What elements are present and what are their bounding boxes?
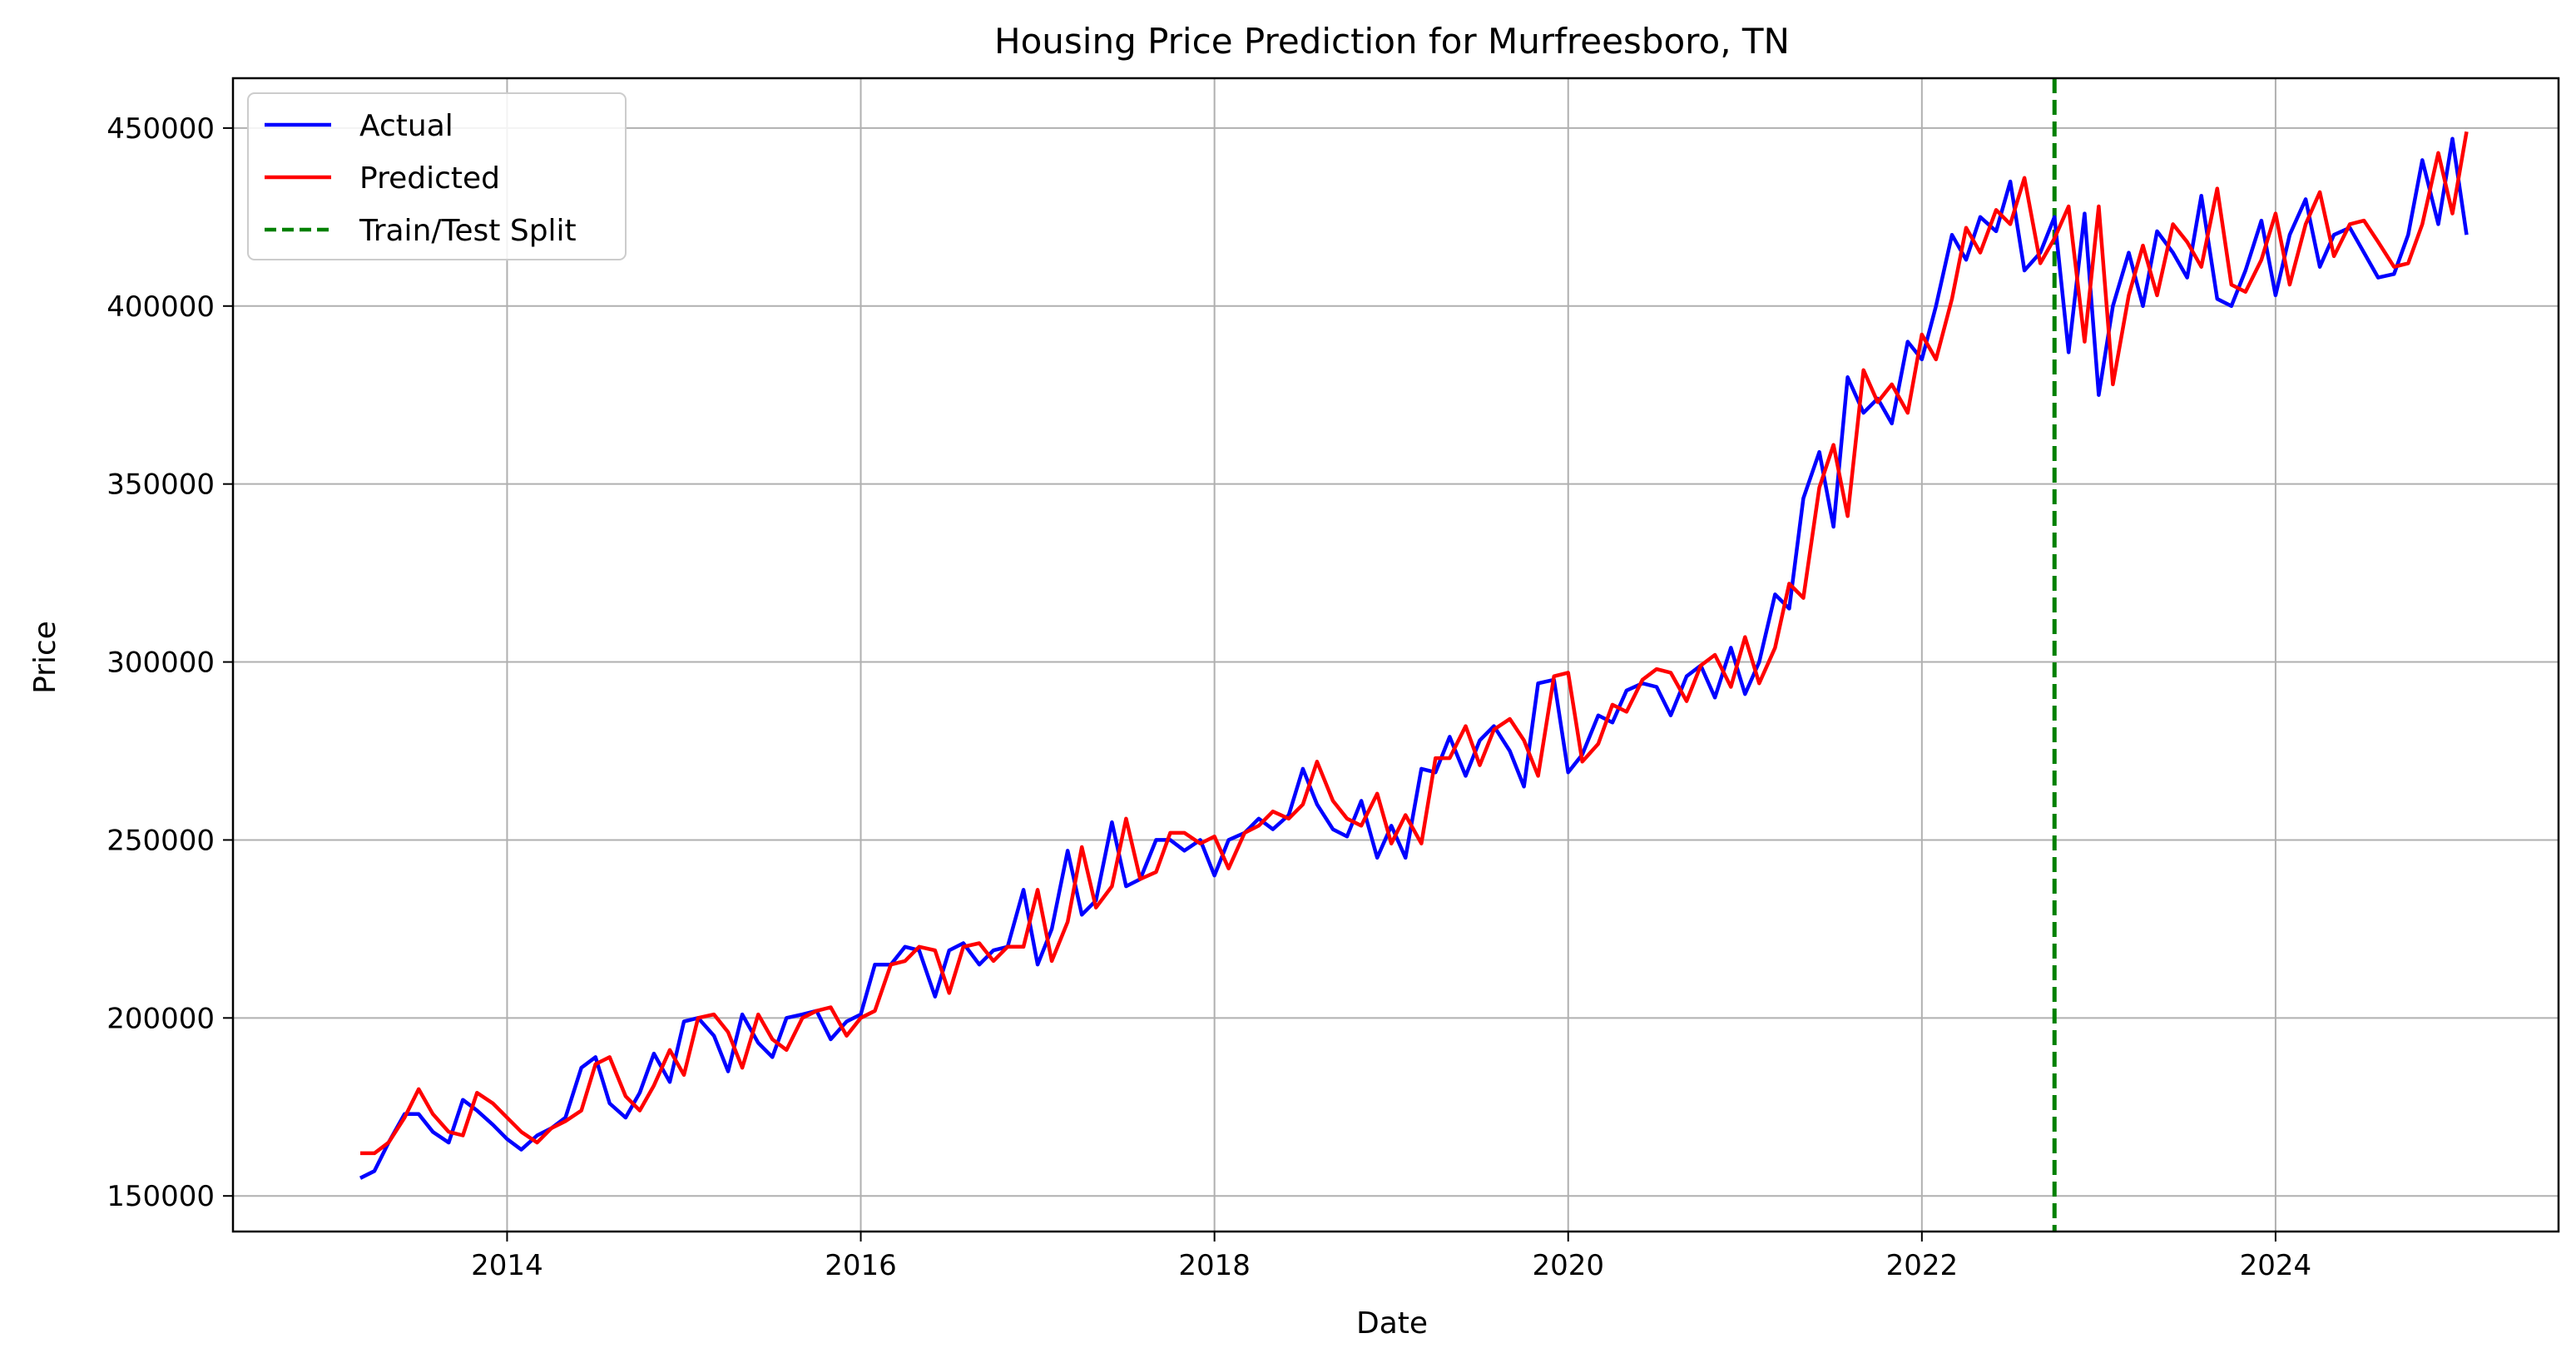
y-axis: 150000 200000 250000 300000 350000 400000 4500… xyxy=(107,112,233,1213)
plot-frame xyxy=(231,77,2560,1233)
y-tick-label: 250000 xyxy=(107,824,215,857)
y-tick-label: 300000 xyxy=(107,647,215,680)
legend-label: Predicted xyxy=(359,161,500,196)
x-tick-label: 2022 xyxy=(1886,1249,1959,1282)
y-tick-label: 150000 xyxy=(107,1180,215,1213)
x-axis: 2014 2016 2018 2020 2022 2024 xyxy=(471,1232,2311,1282)
y-axis-label: Price xyxy=(28,621,62,694)
series-line-predicted xyxy=(360,131,2469,1156)
y-tick-label: 450000 xyxy=(107,112,215,146)
legend: Actual Predicted Train/Test Split xyxy=(247,92,627,260)
legend-label: Actual xyxy=(359,109,453,143)
series-line-actual xyxy=(359,136,2469,1180)
y-tick-label: 400000 xyxy=(107,290,215,324)
x-tick-label: 2020 xyxy=(1532,1249,1604,1282)
grid-lines xyxy=(233,78,2559,1232)
y-tick-label: 350000 xyxy=(107,468,215,502)
legend-label: Train/Test Split xyxy=(359,214,577,248)
series-lines xyxy=(359,131,2469,1180)
x-tick-label: 2024 xyxy=(2240,1249,2312,1282)
x-axis-label: Date xyxy=(1356,1306,1428,1341)
y-tick-label: 200000 xyxy=(107,1002,215,1035)
chart-title: Housing Price Prediction for Murfreesbor… xyxy=(994,21,1790,62)
x-tick-label: 2016 xyxy=(825,1249,897,1282)
x-tick-label: 2014 xyxy=(471,1249,543,1282)
x-tick-label: 2018 xyxy=(1178,1249,1251,1282)
legend-box xyxy=(247,92,627,260)
